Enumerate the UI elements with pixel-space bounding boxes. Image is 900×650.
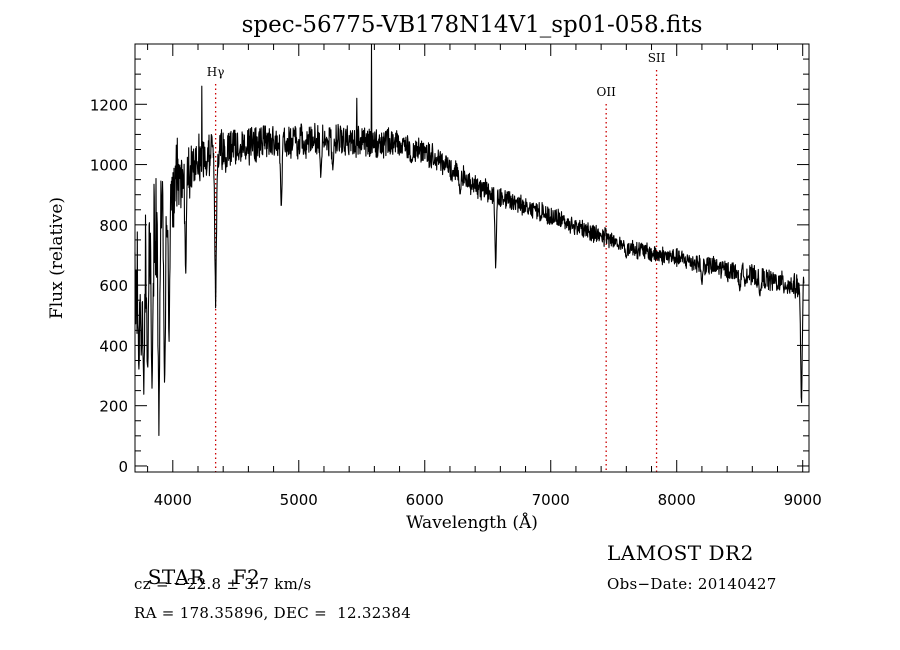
survey-label: LAMOST DR2 [607,541,754,565]
plot-frame [134,43,810,473]
x-tick-label: 9000 [784,491,822,509]
y-tick-label: 800 [99,217,128,235]
x-tick-label: 4000 [154,491,192,509]
x-tick-label: 6000 [406,491,444,509]
x-tick-label: 7000 [532,491,570,509]
y-axis-label: Flux (relative) [47,197,67,319]
obs-date-text: Obs−Date: 20140427 [607,575,777,593]
y-tick-label: 200 [99,398,128,416]
y-tick-label: 0 [118,458,128,476]
y-tick-label: 600 [99,277,128,295]
x-axis-label: Wavelength (Å) [406,512,538,533]
chart-title: spec-56775-VB178N14V1_sp01-058.fits [242,12,703,38]
axis-ticks: 4000 5000 6000 7000 8000 9000 0 200 400 600 800 100… [90,44,822,509]
class-value: STAR [147,565,206,589]
class-label: STAR F2 [134,541,260,589]
y-tick-label: 1200 [90,96,128,114]
y-tick-label: 400 [99,337,128,355]
spectrum-line [134,43,805,437]
line-marker-label: SII [648,51,666,65]
x-tick-label: 8000 [658,491,696,509]
y-tick-label: 1000 [90,157,128,175]
redshift-text: cz = −22.8 ± 3.7 km/s [134,575,312,593]
coordinates-text: RA = 178.35896, DEC = 12.32384 [134,604,412,622]
line-marker-label: Hγ [207,65,225,79]
x-tick-label: 5000 [280,491,318,509]
subclass-value: F2 [232,565,261,589]
line-marker-label: OII [597,85,617,99]
